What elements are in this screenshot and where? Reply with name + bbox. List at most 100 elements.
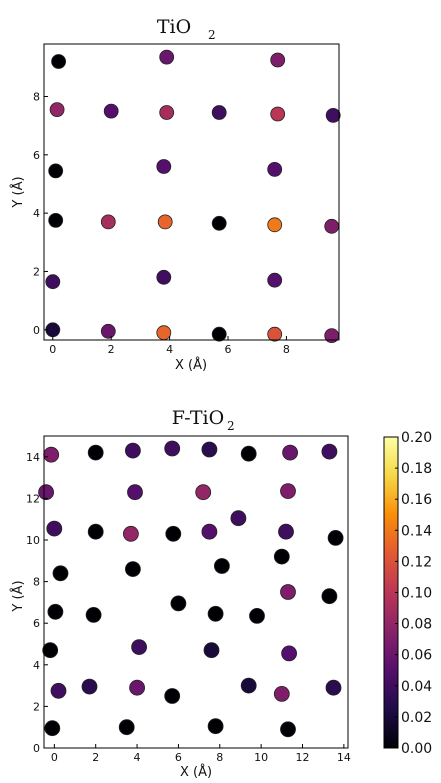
data-point	[159, 105, 175, 120]
data-point	[52, 565, 69, 582]
data-point	[159, 49, 175, 65]
data-point	[321, 588, 338, 605]
data-point	[211, 215, 227, 231]
x-tick-label: 2	[92, 751, 99, 764]
x-axis-label: X (Å)	[180, 764, 212, 780]
f-tio2-scatter-chart: F-TiO 2 0 2 4 6 8 10 12 14 0 2 4 6 8 10 12 14 X (Å) Y …	[10, 407, 351, 780]
data-point	[87, 523, 104, 540]
data-point	[267, 161, 283, 177]
x-tick-label: 6	[225, 343, 232, 356]
y-tick-label: 2	[33, 700, 40, 713]
data-point	[44, 720, 61, 737]
data-point	[43, 446, 60, 463]
colorbar-tick-label: 0.16	[401, 492, 432, 508]
data-point	[87, 444, 104, 461]
tio2-scatter-chart: TiO 2 0 2 4 6 8 0 2 4 6 8 X (Å) Y (Å)	[10, 16, 341, 373]
colorbar-tick-label: 0.12	[401, 554, 432, 570]
chart-title: F-TiO	[172, 407, 224, 429]
colorbar-tick-label: 0.04	[401, 679, 432, 695]
data-point	[122, 525, 139, 542]
data-point	[85, 607, 102, 623]
x-axis-label: X (Å)	[175, 357, 207, 373]
data-point	[281, 645, 298, 662]
x-tick-label: 12	[296, 751, 310, 764]
y-tick-label: 12	[26, 492, 40, 505]
colorbar-tick-label: 0.06	[401, 648, 432, 664]
x-tick-label: 10	[254, 751, 268, 764]
data-point	[280, 483, 296, 500]
data-point	[195, 484, 212, 501]
y-tick-label: 8	[33, 90, 40, 103]
data-point	[156, 159, 172, 174]
colorbar-tick-label: 0.10	[401, 586, 432, 602]
data-point	[156, 325, 172, 341]
data-point	[38, 484, 54, 501]
data-point	[156, 269, 172, 285]
data-point	[118, 719, 135, 736]
data-point	[327, 530, 344, 546]
data-point	[170, 595, 187, 612]
y-tick-label: 14	[26, 451, 40, 464]
y-tick-label: 6	[33, 149, 40, 162]
data-point	[45, 274, 61, 290]
x-tick-label: 8	[216, 751, 223, 764]
x-tick-label: 14	[337, 751, 351, 764]
data-point	[211, 105, 227, 120]
data-point	[267, 272, 283, 288]
data-point	[164, 688, 181, 704]
data-point	[270, 106, 286, 122]
data-point	[81, 678, 98, 695]
colorbar-tick-label: 0.08	[401, 617, 432, 633]
plot-frame	[43, 435, 349, 749]
x-tick-labels: 0 2 4 6 8 10 12 14	[51, 744, 351, 764]
colorbar-tick-label: 0.20	[401, 430, 432, 446]
colorbar: 0.20 0.18 0.16 0.14 0.12 0.10 0.08 0.06 0.04 0.02…	[383, 430, 432, 757]
data-point	[47, 603, 64, 620]
chart-title-subscript: 2	[227, 419, 235, 433]
data-point	[201, 441, 218, 458]
y-axis-label: Y (Å)	[10, 580, 26, 612]
data-points	[38, 440, 344, 738]
data-points	[45, 49, 341, 344]
data-point	[48, 212, 64, 228]
data-point	[157, 214, 173, 230]
y-tick-label: 4	[33, 207, 40, 220]
data-point	[49, 102, 65, 117]
x-tick-label: 0	[51, 751, 58, 764]
data-point	[51, 54, 66, 69]
y-tick-label: 0	[33, 324, 40, 337]
data-point	[267, 217, 283, 233]
data-point	[280, 721, 296, 738]
y-tick-label: 4	[33, 659, 40, 672]
data-point	[124, 561, 141, 577]
y-tick-labels: 0 2 4 6 8 10 12 14	[26, 451, 48, 755]
x-tick-label: 6	[175, 751, 182, 764]
y-tick-label: 0	[33, 742, 40, 755]
y-axis-label: Y (Å)	[10, 176, 26, 208]
colorbar-tick-labels: 0.20 0.18 0.16 0.14 0.12 0.10 0.08 0.06 0.04 0.02…	[395, 430, 432, 757]
chart-title-subscript: 2	[208, 28, 216, 42]
data-point	[230, 510, 247, 527]
x-tick-label: 4	[166, 343, 173, 356]
x-tick-label: 4	[134, 751, 141, 764]
y-tick-label: 8	[33, 576, 40, 589]
data-point	[213, 558, 230, 574]
data-point	[129, 679, 146, 696]
data-point	[42, 642, 59, 659]
y-tick-labels: 0 2 4 6 8	[33, 90, 48, 337]
colorbar-tick-label: 0.00	[401, 741, 432, 757]
data-point	[273, 548, 290, 565]
plot-frame	[43, 43, 340, 341]
data-point	[273, 686, 290, 702]
y-tick-label: 6	[33, 617, 40, 630]
data-point	[124, 442, 141, 459]
data-point	[207, 718, 224, 735]
data-point	[201, 523, 218, 540]
data-point	[278, 523, 294, 540]
data-point	[207, 605, 224, 622]
data-point	[325, 679, 342, 696]
data-point	[50, 682, 67, 699]
data-point	[164, 440, 181, 457]
data-point	[100, 323, 116, 339]
